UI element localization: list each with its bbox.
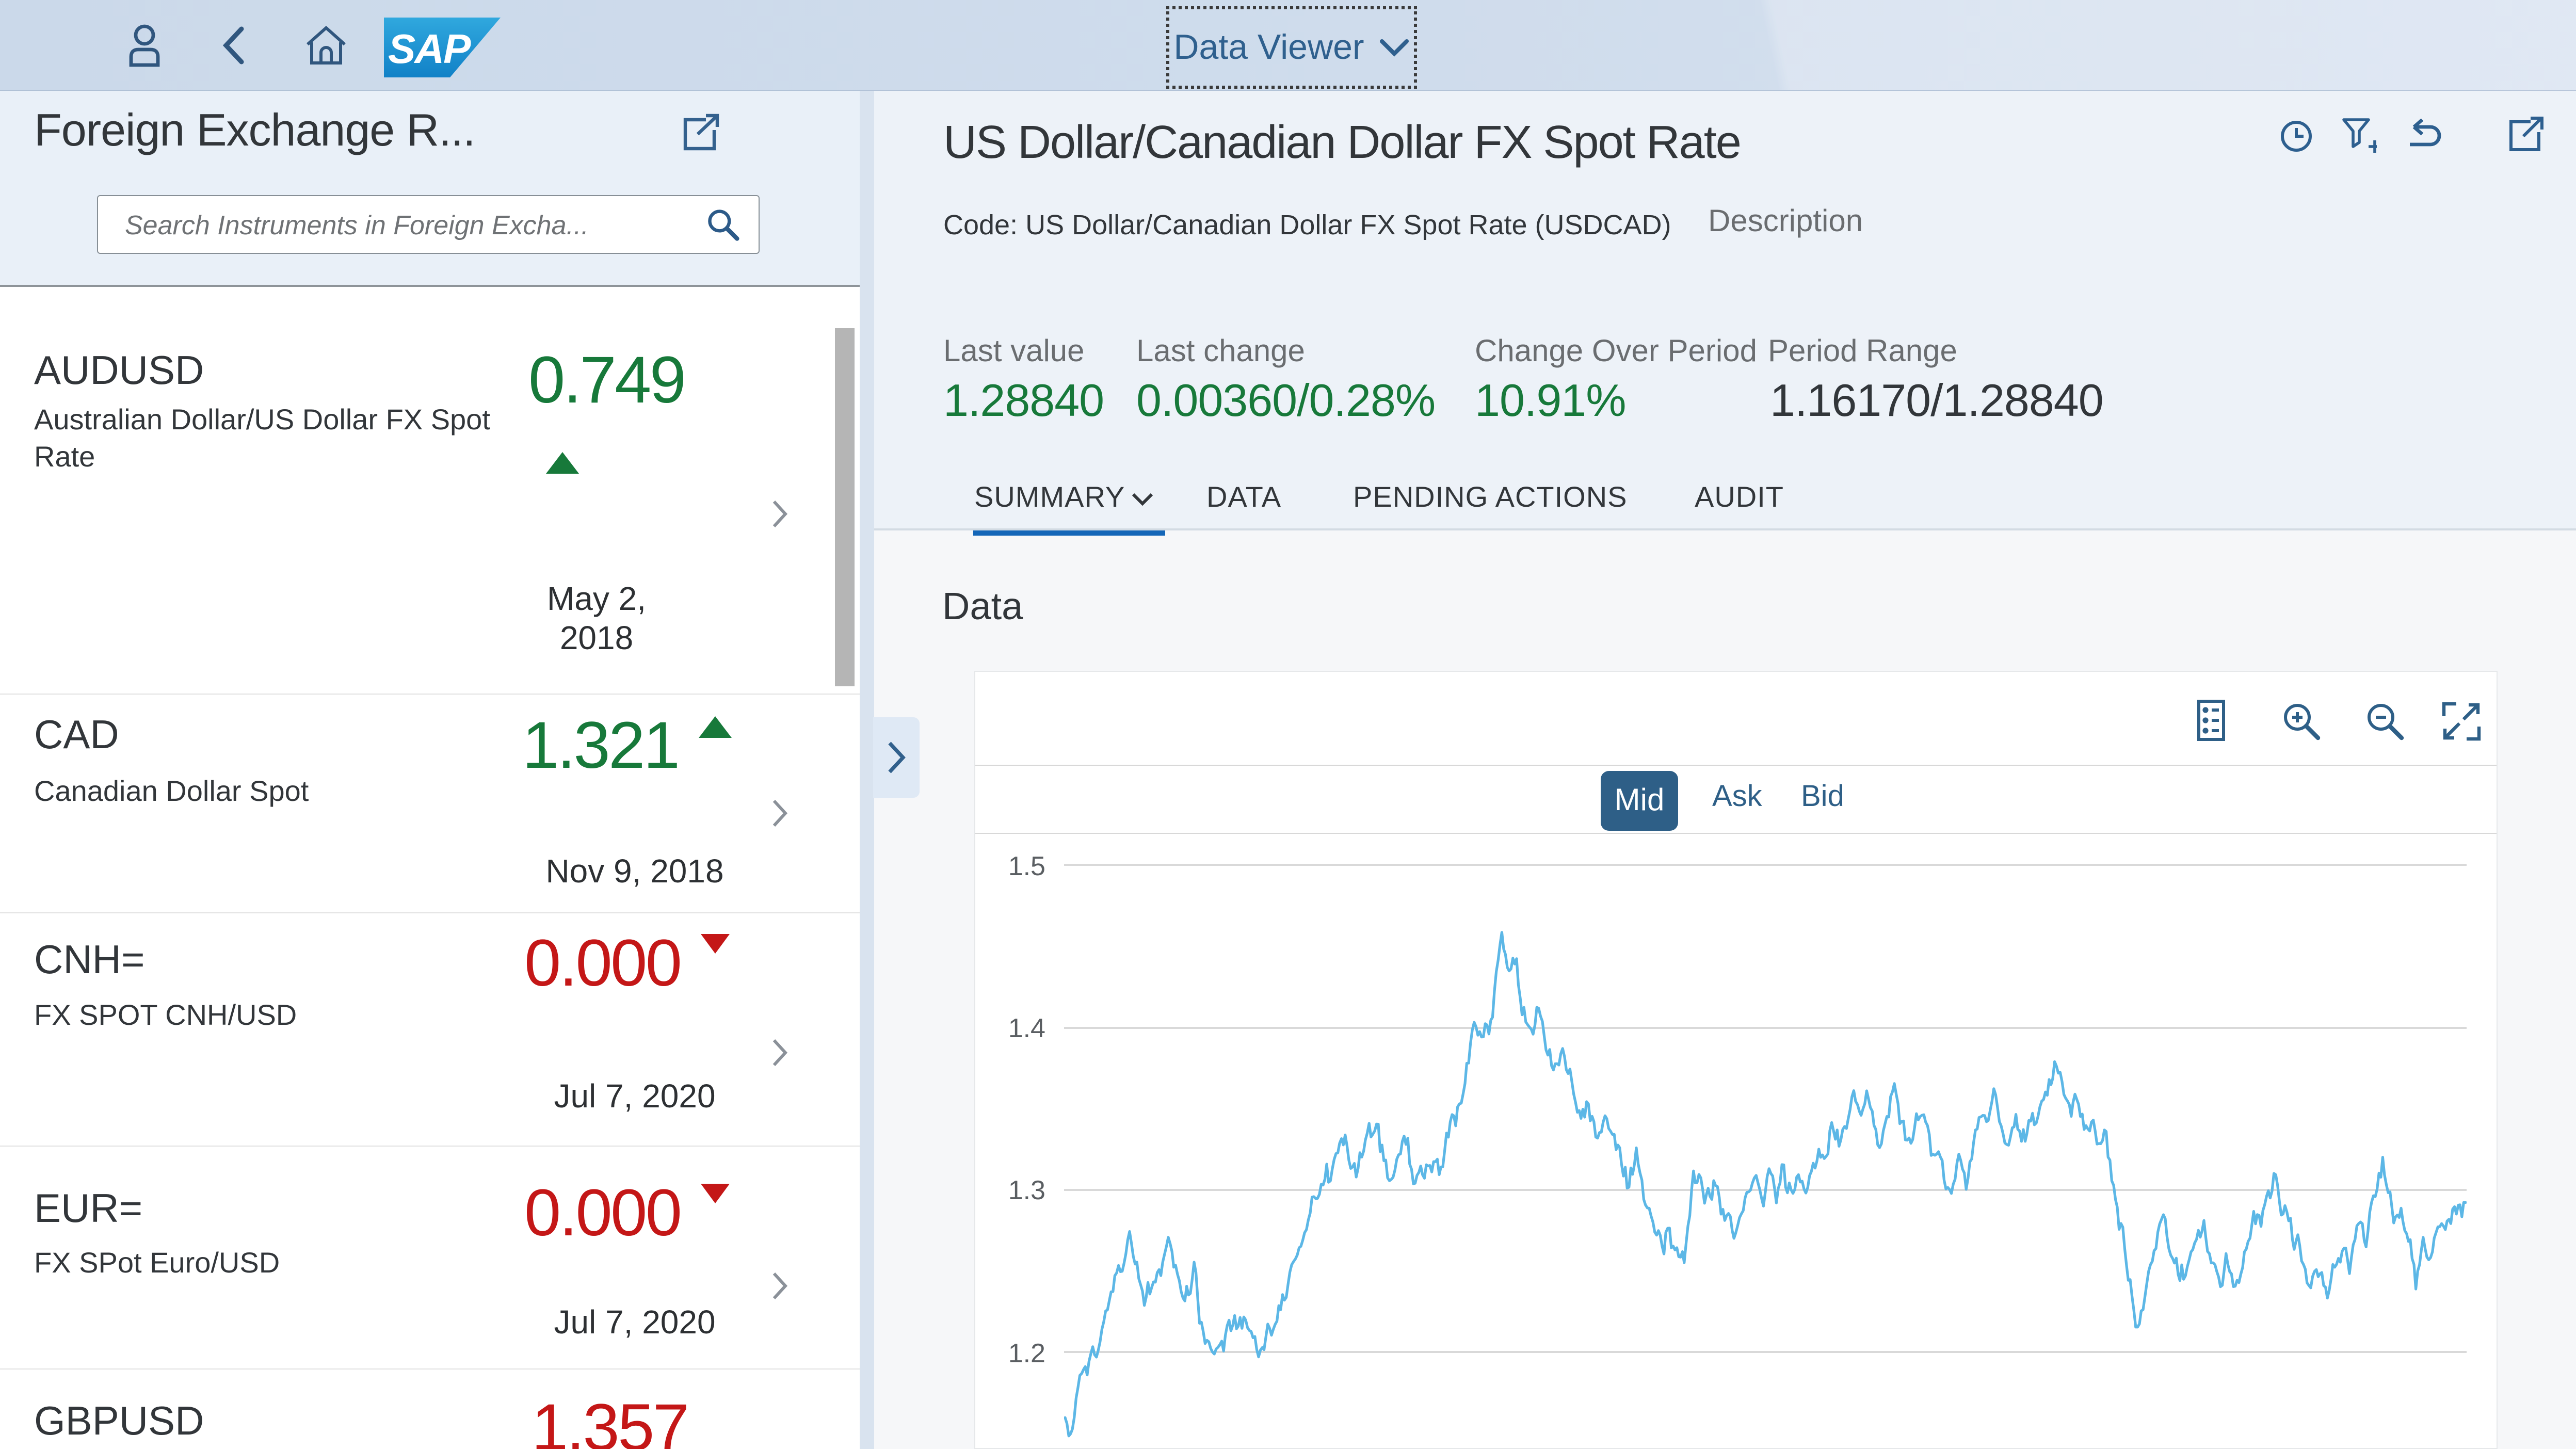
svg-text:SAP: SAP bbox=[388, 26, 471, 72]
